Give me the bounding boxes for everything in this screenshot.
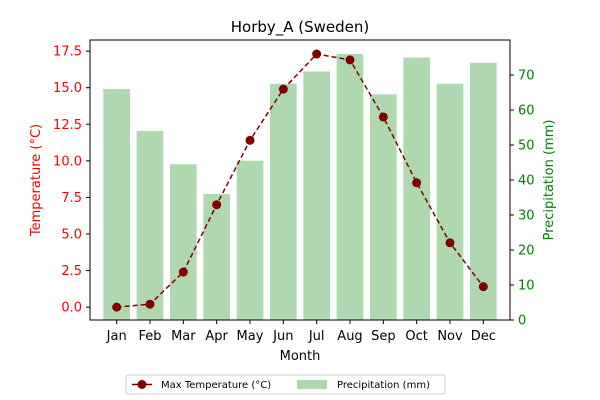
x-tick-label: Nov	[437, 329, 463, 344]
x-axis-label: Month	[280, 349, 321, 364]
x-tick-label: Oct	[405, 329, 427, 344]
x-tick-label: Apr	[205, 329, 228, 344]
x-tick-label: Mar	[171, 329, 196, 344]
temp-point-aug	[345, 55, 355, 65]
temp-point-nov	[445, 238, 455, 248]
right-y-axis-ticks: 0 10 20 30 40 50 60 70	[510, 69, 535, 329]
temperature-line	[112, 49, 488, 312]
left-tick-label: 15.0	[53, 81, 82, 96]
right-tick-label: 70	[518, 69, 535, 84]
precip-bar-apr	[203, 194, 230, 320]
temp-point-sep	[378, 112, 388, 122]
legend-entry-temperature: Max Temperature (°C)	[161, 380, 271, 391]
left-tick-label: 10.0	[53, 154, 82, 169]
left-tick-label: 0.0	[61, 301, 82, 316]
right-y-axis-label: Precipitation (mm)	[542, 120, 557, 241]
x-tick-label: Sep	[371, 329, 396, 344]
left-tick-label: 17.5	[53, 45, 82, 60]
precip-bar-sep	[370, 94, 397, 320]
temp-point-mar	[178, 267, 188, 277]
precip-bar-jun	[270, 83, 297, 320]
right-tick-label: 20	[518, 244, 535, 259]
left-tick-label: 5.0	[61, 227, 82, 242]
temp-point-jan	[112, 302, 122, 312]
legend-entry-precipitation: Precipitation (mm)	[337, 380, 430, 391]
x-tick-label: Aug	[337, 329, 362, 344]
temp-point-dec	[478, 282, 488, 292]
chart-title: Horby_A (Sweden)	[231, 18, 370, 37]
temperature-series-line	[116, 53, 484, 308]
left-y-axis-label: Temperature (°C)	[29, 124, 44, 237]
precip-bar-nov	[436, 83, 464, 320]
x-tick-label: Jul	[308, 329, 325, 344]
x-axis-ticks: Jan Feb Mar Apr May Jun Jul Aug Sep Oct Nov Dec	[106, 320, 496, 344]
right-tick-label: 10	[518, 279, 535, 294]
left-tick-label: 7.5	[61, 191, 82, 206]
right-tick-label: 60	[518, 104, 535, 119]
precip-bar-mar	[170, 164, 197, 320]
precip-bar-feb	[136, 131, 164, 320]
left-tick-label: 2.5	[61, 264, 82, 279]
left-tick-label: 12.5	[53, 118, 82, 133]
temp-point-jun	[278, 84, 288, 94]
x-tick-label: Dec	[471, 329, 496, 344]
right-tick-label: 30	[518, 209, 535, 224]
right-tick-label: 40	[518, 174, 535, 189]
temp-point-jul	[312, 49, 322, 59]
precip-bar-dec	[470, 62, 497, 320]
left-y-axis-ticks: 0.0 2.5 5.0 7.5 10.0 12.5 15.0 17.5	[53, 45, 90, 316]
legend-bar-swatch	[297, 380, 327, 389]
precip-bar-aug	[336, 54, 364, 320]
legend: Max Temperature (°C) Precipitation (mm)	[125, 374, 446, 395]
temp-point-oct	[412, 178, 422, 188]
x-tick-label: May	[237, 329, 264, 344]
right-tick-label: 0	[518, 314, 526, 329]
precip-bar-oct	[403, 57, 430, 320]
x-tick-label: Jan	[106, 329, 127, 344]
x-tick-label: Feb	[138, 329, 161, 344]
precip-bar-jan	[103, 89, 130, 320]
precip-bar-may	[236, 160, 264, 320]
legend-marker-swatch	[137, 380, 147, 389]
temp-point-may	[245, 135, 255, 145]
temp-point-apr	[212, 200, 222, 210]
precipitation-bars	[103, 54, 497, 320]
right-tick-label: 50	[518, 139, 535, 154]
legend-frame	[125, 374, 446, 395]
x-tick-label: Jun	[272, 329, 293, 344]
precip-bar-jul	[303, 71, 330, 320]
temp-point-feb	[145, 299, 155, 309]
